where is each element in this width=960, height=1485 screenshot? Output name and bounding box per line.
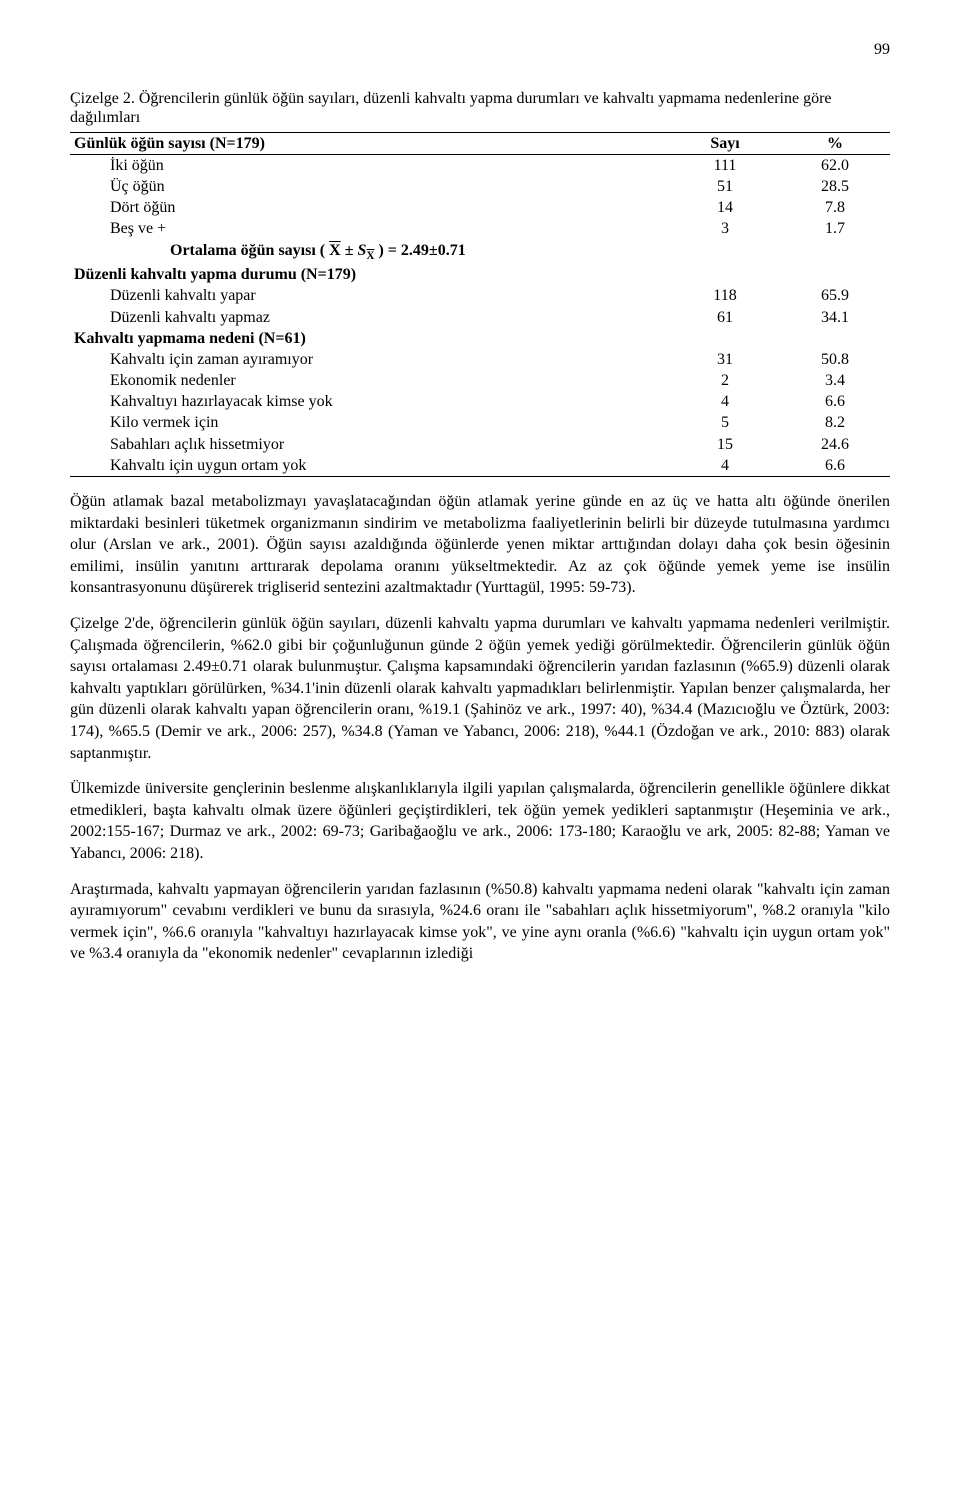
table-row: Düzenli kahvaltı yapar 118 65.9 [70,285,890,306]
table-row: Ekonomik nedenler 2 3.4 [70,370,890,391]
row-pct: 65.9 [780,285,890,306]
mean-post: ) = 2.49±0.71 [374,242,465,259]
section-title: Düzenli kahvaltı yapma durumu (N=179) [70,264,890,285]
row-pct: 6.6 [780,455,890,477]
row-pct: 62.0 [780,154,890,176]
table-row: Kahvaltıyı hazırlayacak kimse yok 4 6.6 [70,391,890,412]
row-label: Sabahları açlık hissetmiyor [70,434,670,455]
paragraph-3: Ülkemizde üniversite gençlerinin beslenm… [70,778,890,864]
row-pct: 1.7 [780,218,890,239]
row-pct: 7.8 [780,197,890,218]
table-section-title: Düzenli kahvaltı yapma durumu (N=179) [70,264,890,285]
row-count: 2 [670,370,780,391]
row-pct: 24.6 [780,434,890,455]
row-pct: 28.5 [780,176,890,197]
col-header-label: Günlük öğün sayısı (N=179) [70,132,670,154]
table-caption: Çizelge 2. Öğrencilerin günlük öğün sayı… [70,89,890,127]
row-label: Ekonomik nedenler [70,370,670,391]
row-label: Düzenli kahvaltı yapar [70,285,670,306]
row-pct: 6.6 [780,391,890,412]
paragraph-2: Çizelge 2'de, öğrencilerin günlük öğün s… [70,613,890,764]
row-label: Kilo vermek için [70,412,670,433]
row-label: Üç öğün [70,176,670,197]
table-row: İki öğün 111 62.0 [70,154,890,176]
row-label: Dört öğün [70,197,670,218]
table-row: Üç öğün 51 28.5 [70,176,890,197]
row-count: 111 [670,154,780,176]
mean-pre: Ortalama öğün sayısı ( [170,242,329,259]
row-count: 14 [670,197,780,218]
row-pct: 8.2 [780,412,890,433]
col-header-pct: % [780,132,890,154]
row-count: 4 [670,455,780,477]
table-row: Dört öğün 14 7.8 [70,197,890,218]
mean-xbar: X [329,242,341,259]
row-count: 15 [670,434,780,455]
row-count: 51 [670,176,780,197]
row-count: 4 [670,391,780,412]
mean-pm: ± [341,242,358,259]
section-title: Kahvaltı yapmama nedeni (N=61) [70,328,890,349]
col-header-count: Sayı [670,132,780,154]
mean-cell: Ortalama öğün sayısı ( X ± SX ) = 2.49±0… [70,240,890,265]
row-count: 118 [670,285,780,306]
row-pct: 34.1 [780,307,890,328]
row-label: Beş ve + [70,218,670,239]
table-row: Beş ve + 3 1.7 [70,218,890,239]
row-label: Kahvaltıyı hazırlayacak kimse yok [70,391,670,412]
table-row: Düzenli kahvaltı yapmaz 61 34.1 [70,307,890,328]
paragraph-4: Araştırmada, kahvaltı yapmayan öğrencile… [70,879,890,965]
table-mean-row: Ortalama öğün sayısı ( X ± SX ) = 2.49±0… [70,240,890,265]
table-row: Kahvaltı için uygun ortam yok 4 6.6 [70,455,890,477]
row-count: 31 [670,349,780,370]
table-row: Kahvaltı için zaman ayıramıyor 31 50.8 [70,349,890,370]
row-pct: 3.4 [780,370,890,391]
row-label: İki öğün [70,154,670,176]
row-pct: 50.8 [780,349,890,370]
paragraph-1: Öğün atlamak bazal metabolizmayı yavaşla… [70,491,890,599]
row-count: 3 [670,218,780,239]
table-header-row: Günlük öğün sayısı (N=179) Sayı % [70,132,890,154]
table-row: Kilo vermek için 5 8.2 [70,412,890,433]
page-number: 99 [70,40,890,59]
row-count: 61 [670,307,780,328]
data-table: Günlük öğün sayısı (N=179) Sayı % İki öğ… [70,132,890,477]
row-label: Kahvaltı için uygun ortam yok [70,455,670,477]
row-label: Düzenli kahvaltı yapmaz [70,307,670,328]
table-section-title: Kahvaltı yapmama nedeni (N=61) [70,328,890,349]
row-label: Kahvaltı için zaman ayıramıyor [70,349,670,370]
table-row: Sabahları açlık hissetmiyor 15 24.6 [70,434,890,455]
row-count: 5 [670,412,780,433]
